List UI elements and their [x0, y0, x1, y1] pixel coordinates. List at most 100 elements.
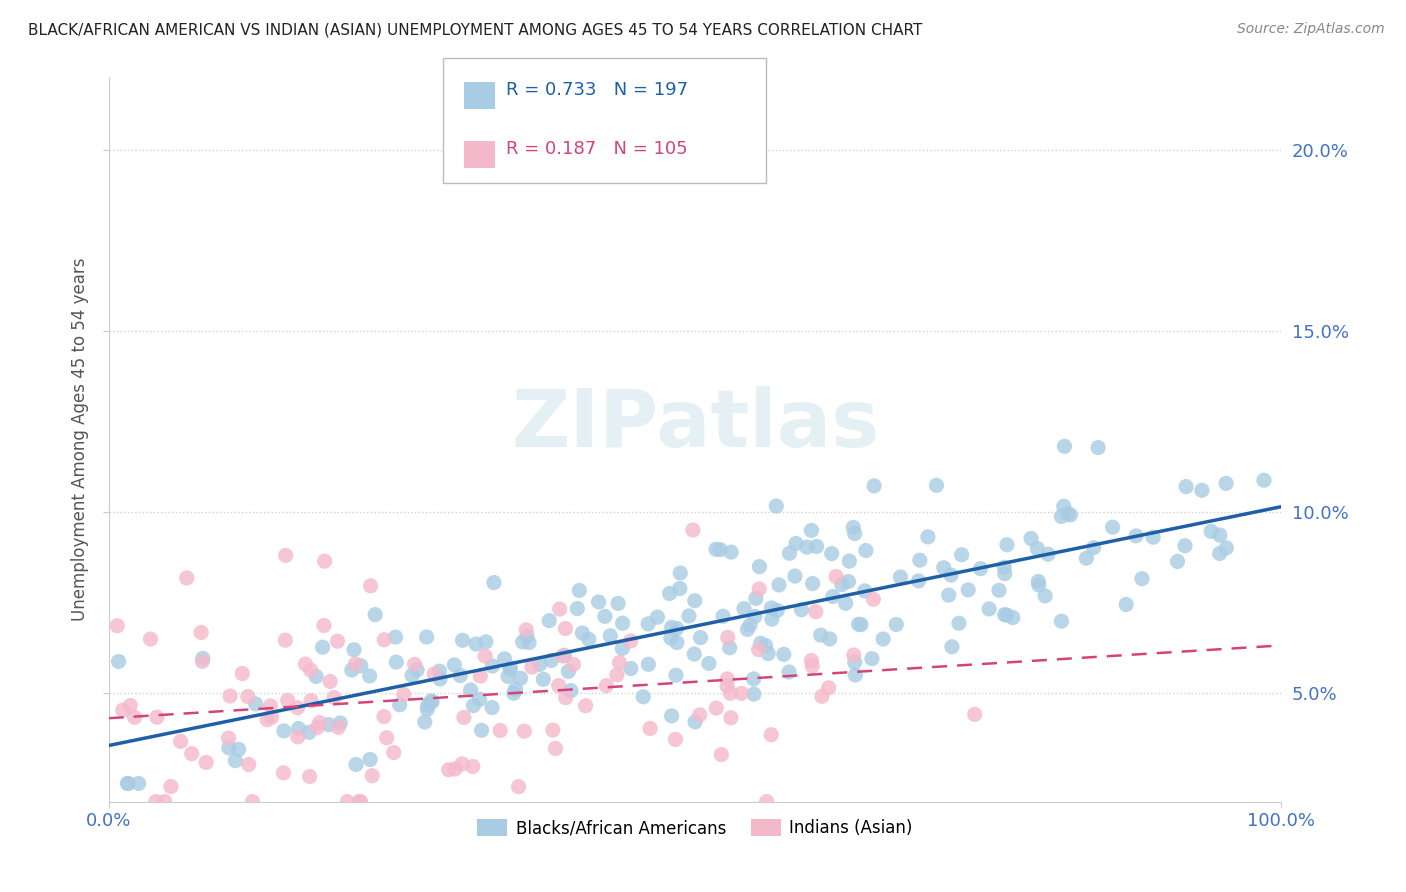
Point: [844, 668, 866, 682]
Point: [471, 723, 494, 738]
Point: [343, 642, 366, 657]
Point: [1215, 476, 1237, 491]
Point: [638, 722, 661, 736]
Point: [323, 690, 346, 705]
Point: [531, 673, 554, 687]
Point: [508, 780, 530, 794]
Point: [1056, 507, 1078, 521]
Point: [481, 700, 503, 714]
Point: [344, 657, 367, 671]
Point: [606, 668, 628, 682]
Point: [475, 635, 498, 649]
Point: [176, 571, 198, 585]
Point: [1001, 610, 1024, 624]
Point: [607, 596, 630, 610]
Point: [385, 655, 408, 669]
Point: [517, 635, 540, 649]
Point: [287, 722, 309, 736]
Point: [1033, 589, 1056, 603]
Point: [1053, 439, 1076, 453]
Point: [568, 583, 591, 598]
Point: [665, 622, 688, 636]
Point: [139, 632, 162, 646]
Point: [938, 588, 960, 602]
Point: [872, 632, 894, 646]
Point: [995, 608, 1018, 623]
Point: [884, 617, 907, 632]
Point: [242, 795, 264, 809]
Point: [683, 647, 706, 661]
Point: [800, 524, 823, 538]
Point: [218, 731, 240, 745]
Point: [631, 690, 654, 704]
Point: [768, 578, 790, 592]
Point: [668, 582, 690, 596]
Point: [575, 698, 598, 713]
Point: [326, 634, 349, 648]
Point: [551, 648, 574, 663]
Point: [838, 554, 860, 568]
Point: [429, 664, 451, 678]
Text: BLACK/AFRICAN AMERICAN VS INDIAN (ASIAN) UNEMPLOYMENT AMONG AGES 45 TO 54 YEARS : BLACK/AFRICAN AMERICAN VS INDIAN (ASIAN)…: [28, 22, 922, 37]
Point: [844, 655, 866, 669]
Point: [287, 730, 309, 744]
Point: [689, 707, 711, 722]
Point: [548, 602, 571, 616]
Point: [499, 661, 522, 675]
Point: [963, 707, 986, 722]
Point: [413, 714, 436, 729]
Point: [637, 616, 659, 631]
Point: [117, 776, 139, 790]
Point: [489, 723, 512, 738]
Point: [1130, 572, 1153, 586]
Point: [429, 672, 451, 686]
Point: [742, 672, 765, 686]
Point: [562, 657, 585, 672]
Point: [538, 614, 561, 628]
Point: [160, 780, 183, 794]
Point: [849, 617, 872, 632]
Point: [307, 721, 329, 735]
Point: [451, 633, 474, 648]
Point: [761, 601, 783, 615]
Point: [298, 725, 321, 739]
Point: [494, 652, 516, 666]
Point: [907, 574, 929, 588]
Point: [415, 630, 437, 644]
Point: [308, 715, 330, 730]
Point: [804, 605, 827, 619]
Point: [697, 657, 720, 671]
Point: [950, 548, 973, 562]
Point: [825, 569, 848, 583]
Point: [329, 716, 352, 731]
Point: [720, 711, 742, 725]
Point: [709, 542, 731, 557]
Point: [470, 669, 492, 683]
Point: [844, 526, 866, 541]
Point: [599, 629, 621, 643]
Point: [661, 709, 683, 723]
Point: [420, 694, 443, 708]
Point: [806, 540, 828, 554]
Point: [988, 583, 1011, 598]
Point: [388, 698, 411, 712]
Point: [128, 776, 150, 790]
Point: [683, 593, 706, 607]
Point: [319, 674, 342, 689]
Point: [994, 607, 1017, 622]
Point: [842, 520, 865, 534]
Point: [817, 681, 839, 695]
Point: [860, 651, 883, 665]
Point: [1059, 508, 1081, 522]
Point: [716, 672, 738, 686]
Point: [1253, 473, 1275, 487]
Point: [834, 596, 856, 610]
Point: [180, 747, 202, 761]
Point: [855, 543, 877, 558]
Point: [748, 582, 770, 596]
Point: [718, 640, 741, 655]
Point: [658, 586, 681, 600]
Point: [740, 618, 762, 632]
Point: [117, 776, 139, 790]
Point: [273, 723, 295, 738]
